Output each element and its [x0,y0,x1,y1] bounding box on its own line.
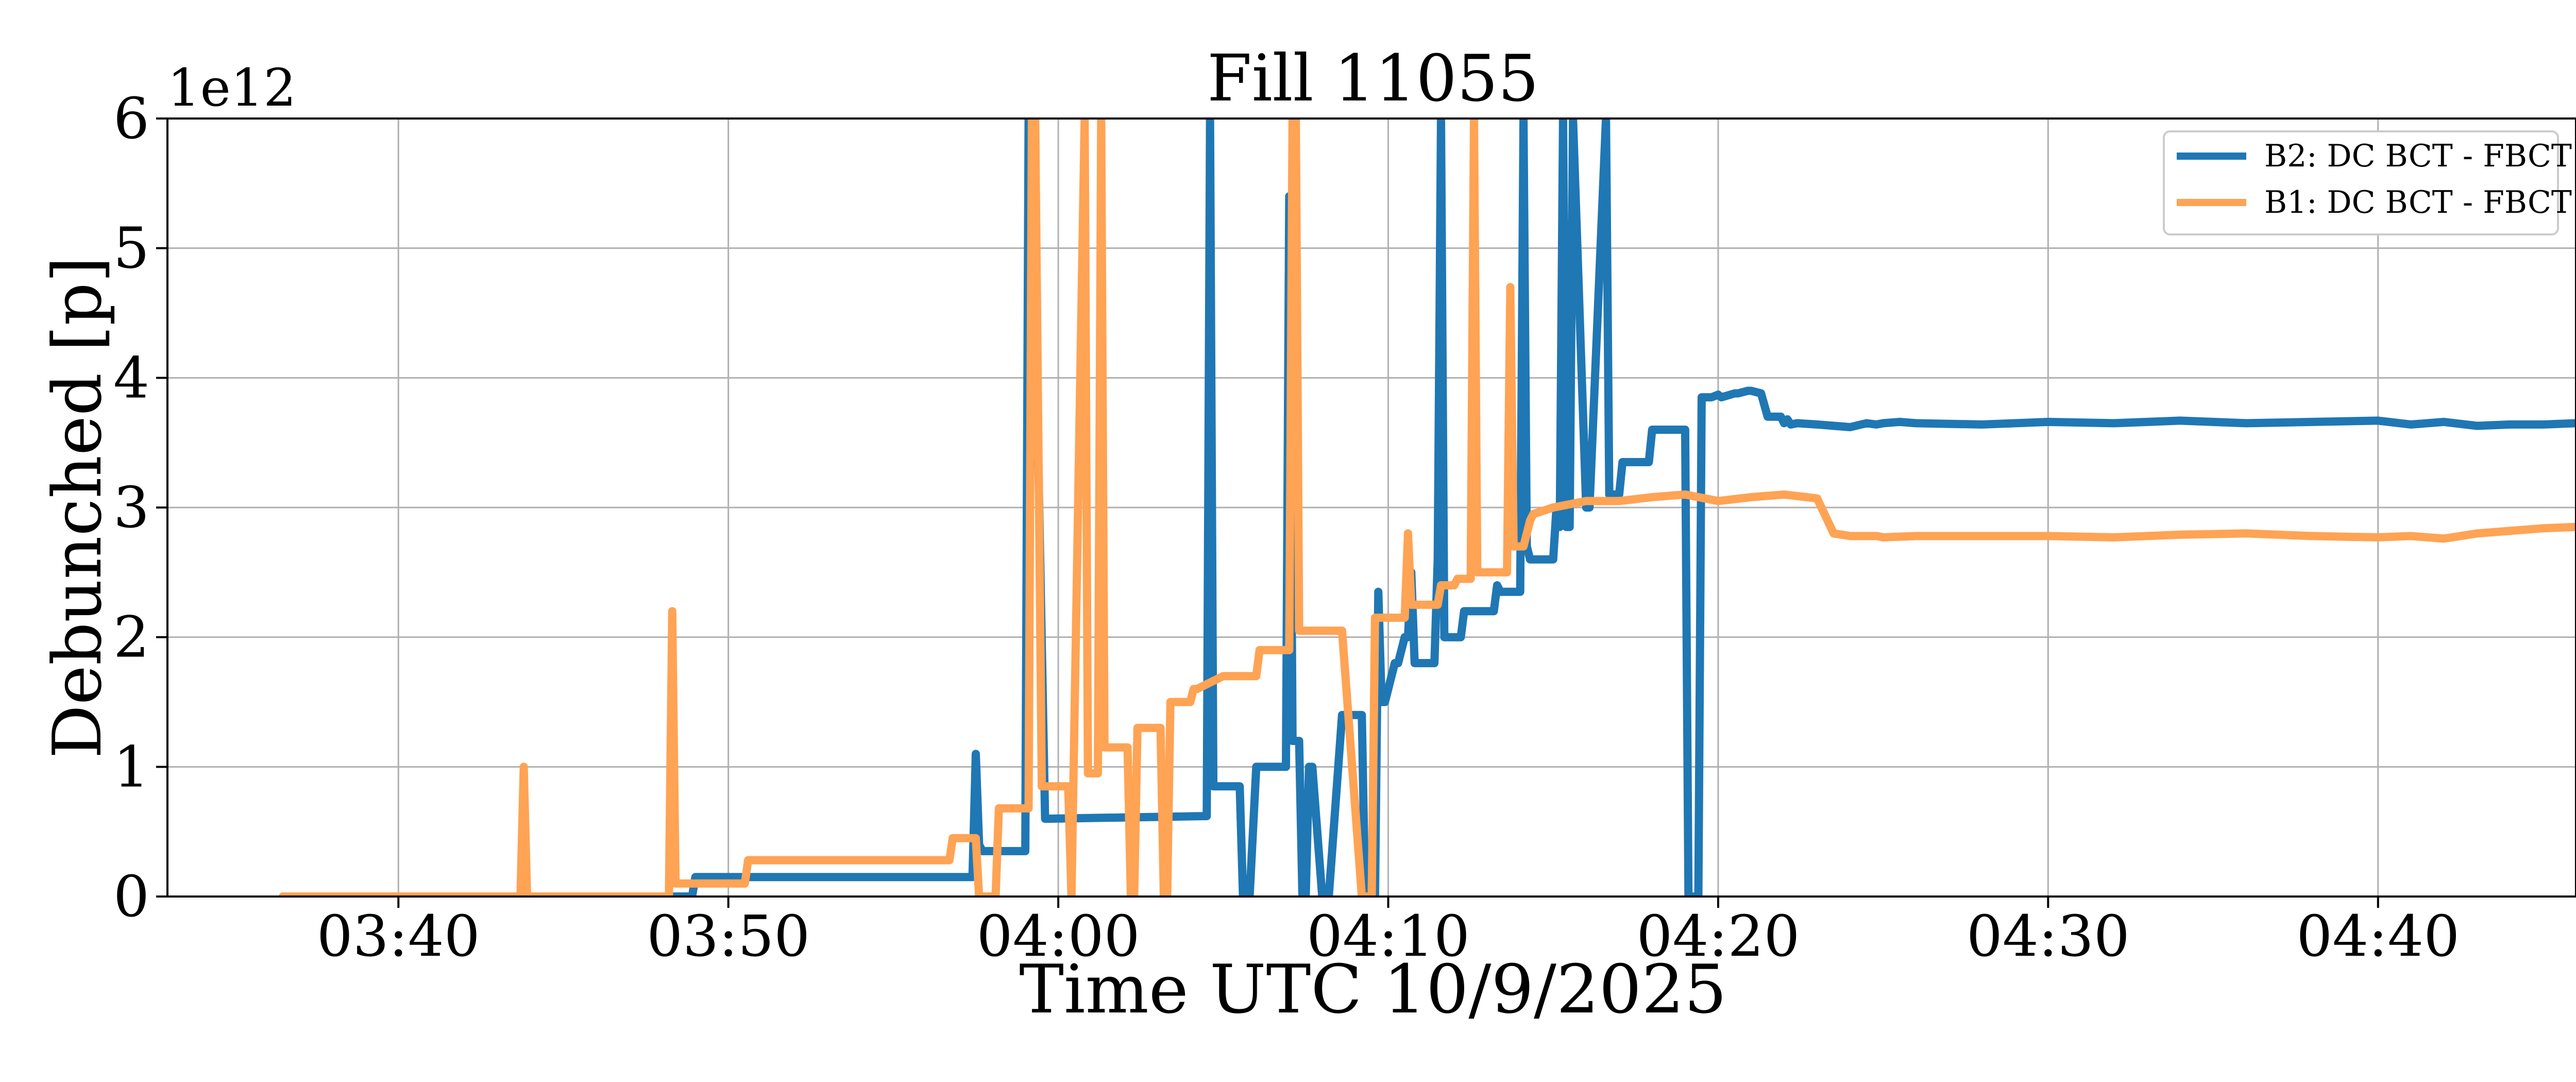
y-tick-label: 6 [113,86,149,151]
y-tick-label: 0 [113,864,149,929]
y-tick-label: 5 [113,215,149,281]
x-tick-label: 03:50 [647,903,810,969]
legend-label-b1: B1: DC BCT - FBCT [2264,184,2572,221]
y-tick-label: 4 [113,345,149,411]
x-tick-label: 04:10 [1307,903,1470,969]
x-tick-label: 04:40 [2296,903,2460,969]
x-tick-label: 03:40 [317,903,480,969]
y-tick-label: 1 [113,734,149,800]
axis-ticks: 03:40 03:50 04:00 04:10 04:20 04:30 04:40 0 1 2 3 4… [113,86,2460,969]
y-axis-offset-label: 1e12 [167,58,296,118]
series-line-b1 [279,119,2576,897]
x-axis-label: Time UTC 10/9/2025 [1019,950,1726,1028]
x-tick-label: 04:00 [977,903,1140,969]
y-tick-label: 2 [113,604,149,670]
legend-label-b2: B2: DC BCT - FBCT [2264,138,2572,174]
x-tick-label: 04:20 [1636,903,1800,969]
y-axis-label: Debunched [p] [38,257,116,759]
x-tick-label: 04:30 [1967,903,2130,969]
series-lines [279,119,2576,897]
chart-title: Fill 11055 [1207,41,1539,116]
series-line-b2 [279,119,2576,897]
legend: B2: DC BCT - FBCT B1: DC BCT - FBCT [2163,130,2572,235]
y-tick-label: 3 [113,475,149,540]
legend-box [2163,130,2559,235]
